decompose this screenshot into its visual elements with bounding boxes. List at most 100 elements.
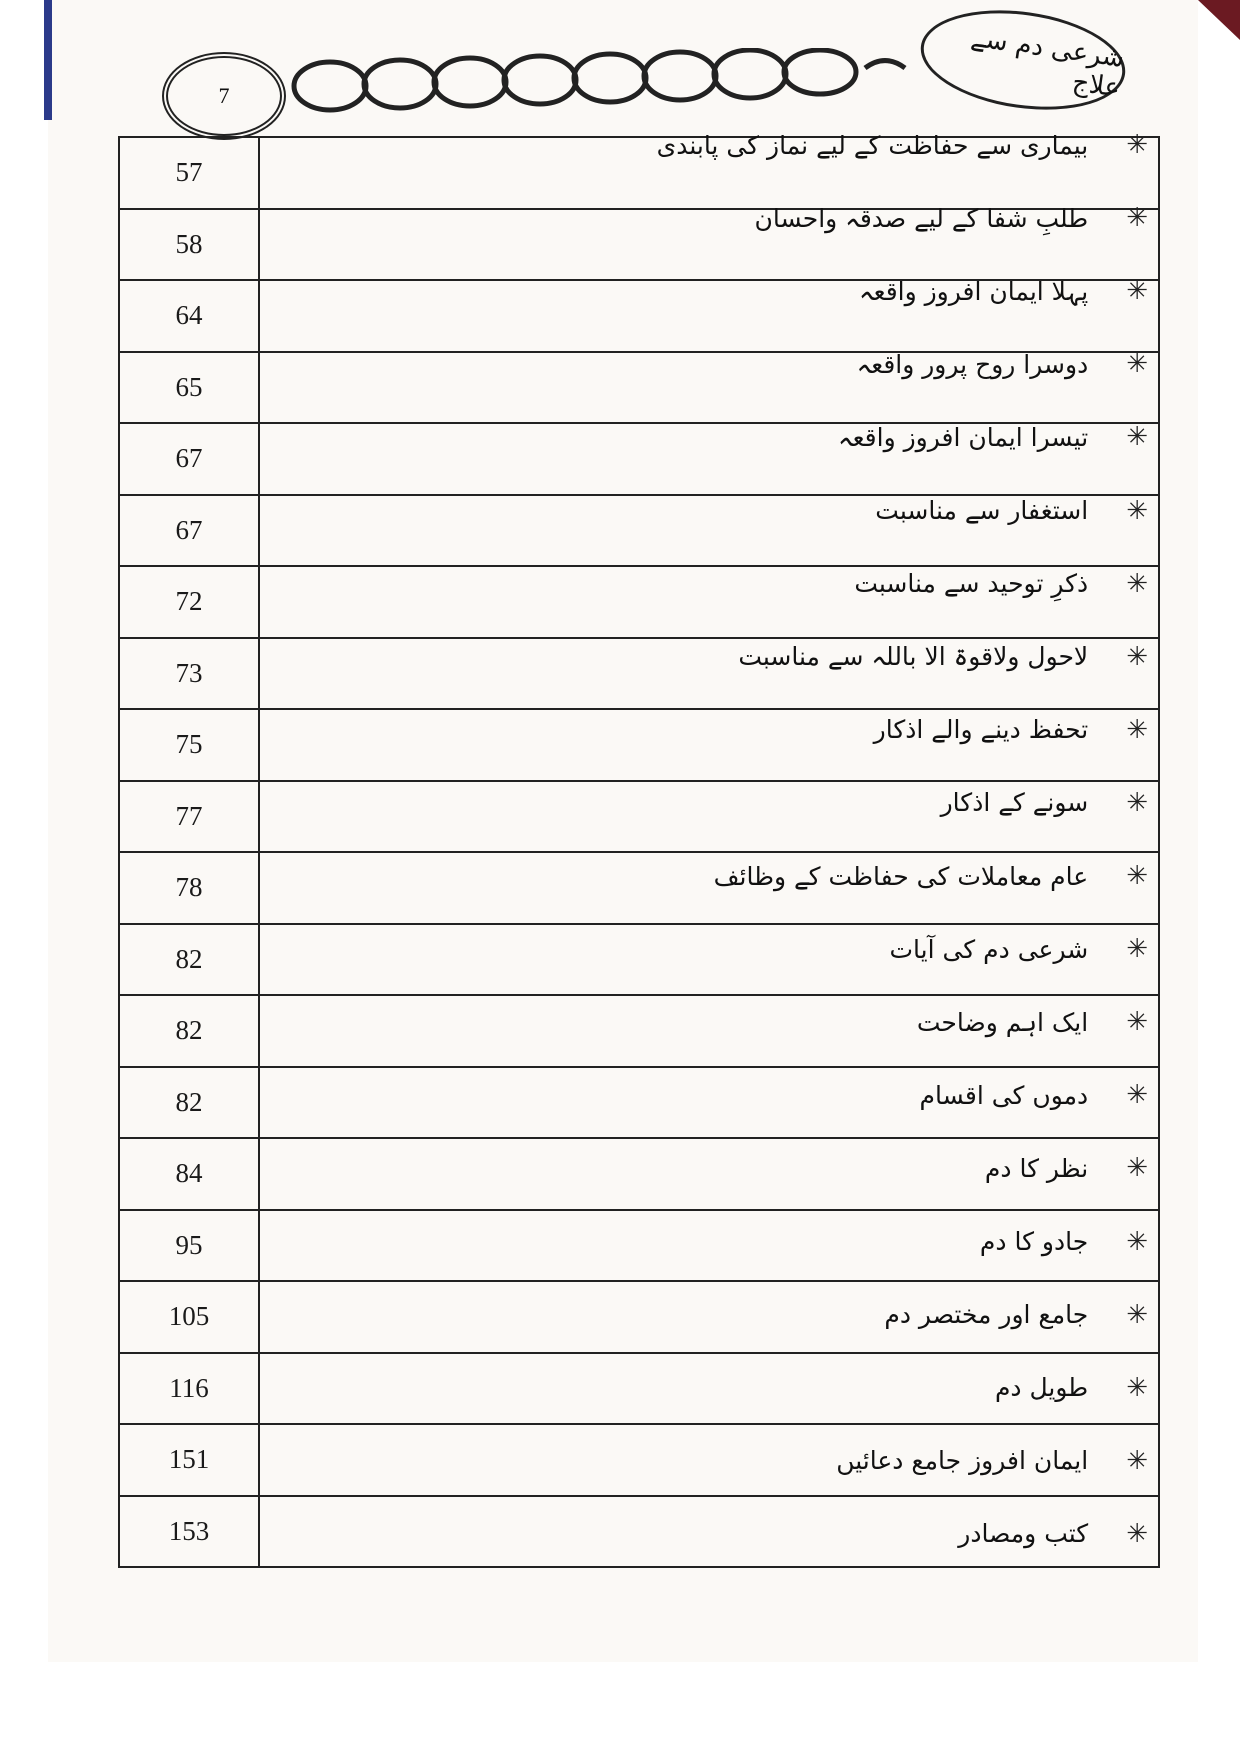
asterisk-star-icon: ✳ bbox=[1126, 1153, 1148, 1184]
toc-page-number: 65 bbox=[120, 352, 260, 422]
toc-entry: ✳ شرعی دم کی آیات bbox=[889, 934, 1148, 964]
toc-entry-title: عام معاملات کی حفاظت کے وظائف bbox=[713, 861, 1089, 891]
toc-entry: ✳ طلبِ شفا کے لیے صدقہ واحسان bbox=[754, 203, 1148, 233]
toc-page-number: 153 bbox=[120, 1496, 260, 1566]
toc-entry: ✳ سونے کے اذکار bbox=[941, 788, 1148, 818]
page-number: 7 bbox=[218, 83, 230, 108]
toc-row[interactable]: 78 ✳ عام معاملات کی حفاظت کے وظائف bbox=[120, 851, 1158, 923]
toc-page-number: 105 bbox=[120, 1282, 260, 1352]
toc-entry-title: ذکرِ توحید سے مناسبت bbox=[854, 569, 1089, 599]
toc-row[interactable]: 82 ✳ دموں کی اقسام bbox=[120, 1065, 1158, 1137]
asterisk-star-icon: ✳ bbox=[1126, 934, 1148, 965]
toc-entry-title: طلبِ شفا کے لیے صدقہ واحسان bbox=[754, 203, 1089, 233]
asterisk-star-icon: ✳ bbox=[1126, 568, 1148, 599]
toc-row[interactable]: 84 ✳ نظر کا دم bbox=[120, 1137, 1158, 1209]
toc-page-number: 151 bbox=[120, 1425, 260, 1495]
page-number-medallion: 7 bbox=[162, 52, 286, 140]
page-paper bbox=[48, 0, 1198, 1662]
toc-row[interactable]: 67 ✳ تیسرا ایمان افروز واقعہ bbox=[120, 422, 1158, 494]
contents-table: 57 ✳ بیماری سے حفاظت کے لیے نماز کی پابندی… bbox=[118, 130, 1160, 1568]
asterisk-star-icon: ✳ bbox=[1126, 1299, 1148, 1330]
toc-entry: ✳ پہلا ایمان افروز واقعہ bbox=[859, 276, 1148, 306]
toc-page-number: 77 bbox=[120, 781, 260, 851]
toc-page-number: 82 bbox=[120, 996, 260, 1066]
toc-entry-title: ایمان افروز جامع دعائیں bbox=[836, 1446, 1089, 1476]
running-title: شرعی دم سے علاج bbox=[968, 22, 1127, 104]
toc-row[interactable]: 64 ✳ پہلا ایمان افروز واقعہ bbox=[120, 276, 1158, 351]
toc-entry: ✳ تیسرا ایمان افروز واقعہ bbox=[838, 422, 1148, 452]
toc-entry-title: شرعی دم کی آیات bbox=[889, 934, 1089, 964]
decorative-border-ornament bbox=[291, 48, 907, 113]
toc-entry: ✳ ایمان افروز جامع دعائیں bbox=[836, 1446, 1148, 1476]
asterisk-star-icon: ✳ bbox=[1126, 1226, 1148, 1257]
toc-entry: ✳ دموں کی اقسام bbox=[919, 1080, 1148, 1110]
toc-row[interactable]: 77 ✳ سونے کے اذکار bbox=[120, 779, 1158, 851]
toc-row[interactable]: 58 ✳ طلبِ شفا کے لیے صدقہ واحسان bbox=[120, 203, 1158, 279]
toc-entry: ✳ دوسرا روح پرور واقعہ bbox=[857, 349, 1148, 379]
toc-row[interactable]: 75 ✳ تحفظ دینے والے اذکار bbox=[120, 708, 1158, 780]
toc-entry-title: دموں کی اقسام bbox=[919, 1080, 1089, 1110]
asterisk-star-icon: ✳ bbox=[1126, 422, 1148, 453]
toc-entry-title: پہلا ایمان افروز واقعہ bbox=[858, 276, 1089, 306]
toc-entry-title: دوسرا روح پرور واقعہ bbox=[856, 349, 1089, 379]
asterisk-star-icon: ✳ bbox=[1126, 1518, 1148, 1549]
toc-page-number: 67 bbox=[120, 424, 260, 494]
toc-row[interactable]: 57 ✳ بیماری سے حفاظت کے لیے نماز کی پابندی bbox=[120, 130, 1158, 208]
asterisk-star-icon: ✳ bbox=[1126, 495, 1148, 526]
toc-entry-title: نظر کا دم bbox=[984, 1153, 1089, 1183]
asterisk-star-icon: ✳ bbox=[1126, 641, 1148, 672]
toc-entry-title: طویل دم bbox=[994, 1373, 1089, 1403]
toc-row[interactable]: 116 ✳ طویل دم bbox=[120, 1351, 1158, 1423]
toc-entry-title: جامع اور مختصر دم bbox=[884, 1300, 1089, 1330]
toc-row[interactable]: 65 ✳ دوسرا روح پرور واقعہ bbox=[120, 349, 1158, 422]
toc-row[interactable]: 73 ✳ لاحول ولاقوۃ الا باللہ سے مناسبت bbox=[120, 636, 1158, 708]
toc-entry-title: کتب ومصادر bbox=[958, 1519, 1089, 1549]
toc-entry-title: تیسرا ایمان افروز واقعہ bbox=[837, 422, 1089, 452]
toc-row[interactable]: 151 ✳ ایمان افروز جامع دعائیں bbox=[120, 1423, 1158, 1495]
toc-entry: ✳ جادو کا دم bbox=[980, 1227, 1148, 1257]
asterisk-star-icon: ✳ bbox=[1126, 861, 1148, 891]
running-title-cartouche: شرعی دم سے علاج bbox=[914, 0, 1132, 122]
asterisk-star-icon: ✳ bbox=[1126, 1445, 1148, 1476]
toc-entry-title: جادو کا دم bbox=[979, 1227, 1089, 1256]
toc-entry: ✳ ذکرِ توحید سے مناسبت bbox=[854, 569, 1148, 599]
page-header: 7 شرعی دم سے علاج bbox=[150, 0, 1140, 140]
toc-page-number: 57 bbox=[120, 138, 260, 208]
toc-row[interactable]: 105 ✳ جامع اور مختصر دم bbox=[120, 1280, 1158, 1352]
toc-entry: ✳ لاحول ولاقوۃ الا باللہ سے مناسبت bbox=[738, 642, 1148, 672]
asterisk-star-icon: ✳ bbox=[1126, 787, 1148, 818]
toc-row[interactable]: 153 ✳ کتب ومصادر bbox=[120, 1494, 1158, 1566]
toc-page-number: 72 bbox=[120, 567, 260, 637]
toc-entry: ✳ کتب ومصادر bbox=[958, 1519, 1148, 1549]
toc-entry: ✳ ایک اہم وضاحت bbox=[917, 1007, 1148, 1037]
book-spine-edge bbox=[44, 0, 52, 120]
toc-entry-title: لاحول ولاقوۃ الا باللہ سے مناسبت bbox=[738, 642, 1089, 672]
toc-entry-title: بیماری سے حفاظت کے لیے نماز کی پابندی bbox=[656, 130, 1089, 160]
toc-row[interactable]: 67 ✳ استغفار سے مناسبت bbox=[120, 493, 1158, 565]
toc-entry: ✳ نظر کا دم bbox=[985, 1153, 1148, 1183]
toc-row[interactable]: 72 ✳ ذکرِ توحید سے مناسبت bbox=[120, 565, 1158, 637]
toc-entry-title: ایک اہم وضاحت bbox=[916, 1007, 1089, 1037]
toc-page-number: 67 bbox=[120, 495, 260, 565]
toc-page-number: 95 bbox=[120, 1210, 260, 1280]
toc-page-number: 73 bbox=[120, 638, 260, 708]
toc-entry: ✳ جامع اور مختصر دم bbox=[884, 1300, 1148, 1330]
toc-row[interactable]: 95 ✳ جادو کا دم bbox=[120, 1208, 1158, 1280]
toc-entry-title: تحفظ دینے والے اذکار bbox=[873, 715, 1089, 745]
toc-entry: ✳ طویل دم bbox=[995, 1373, 1148, 1403]
asterisk-star-icon: ✳ bbox=[1126, 1007, 1148, 1038]
asterisk-star-icon: ✳ bbox=[1126, 1372, 1148, 1403]
toc-page-number: 75 bbox=[120, 710, 260, 780]
asterisk-star-icon: ✳ bbox=[1126, 276, 1148, 307]
asterisk-star-icon: ✳ bbox=[1126, 130, 1148, 160]
toc-entry: ✳ عام معاملات کی حفاظت کے وظائف bbox=[714, 861, 1148, 891]
asterisk-star-icon: ✳ bbox=[1126, 714, 1148, 745]
toc-page-number: 82 bbox=[120, 1067, 260, 1137]
toc-row[interactable]: 82 ✳ شرعی دم کی آیات bbox=[120, 922, 1158, 994]
asterisk-star-icon: ✳ bbox=[1126, 203, 1148, 234]
asterisk-star-icon: ✳ bbox=[1126, 1080, 1148, 1111]
toc-page-number: 58 bbox=[120, 209, 260, 279]
toc-row[interactable]: 82 ✳ ایک اہم وضاحت bbox=[120, 994, 1158, 1066]
toc-entry: ✳ استغفار سے مناسبت bbox=[875, 496, 1148, 526]
toc-page-number: 78 bbox=[120, 853, 260, 923]
